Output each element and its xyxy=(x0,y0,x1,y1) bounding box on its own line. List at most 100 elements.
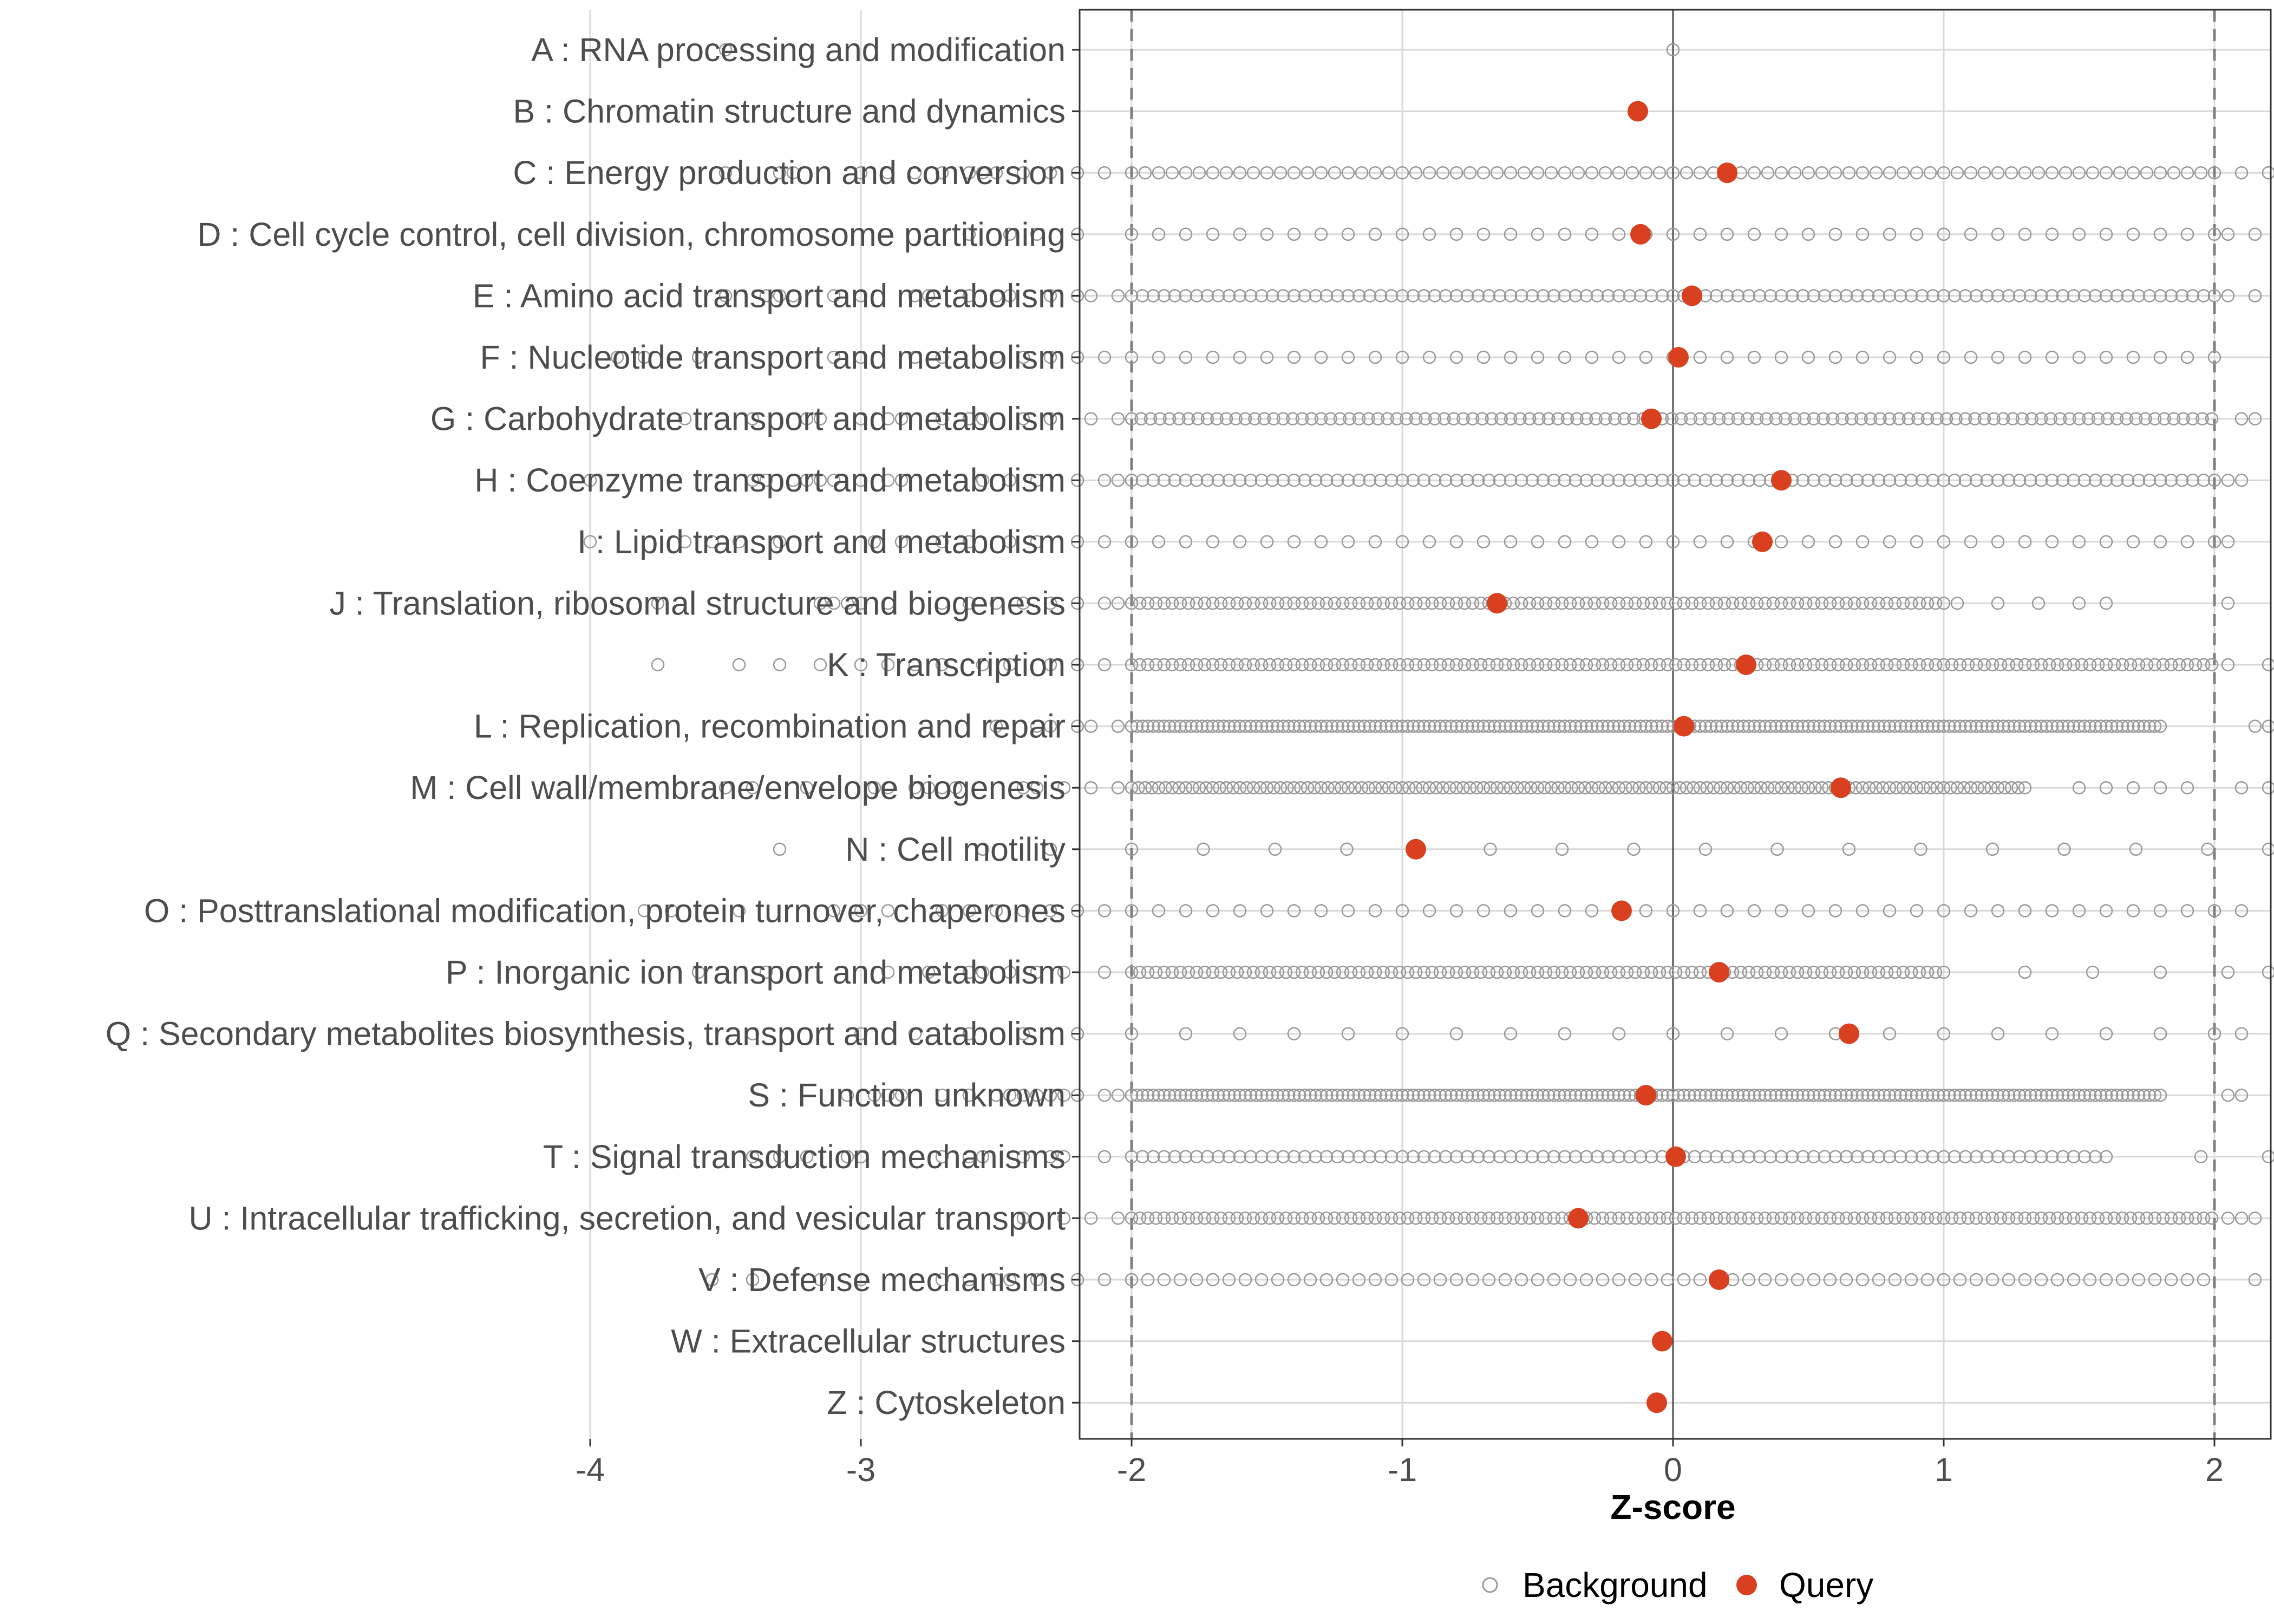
background-point xyxy=(1352,289,1366,303)
background-point xyxy=(800,1150,814,1164)
background-point xyxy=(1471,289,1485,303)
background-point xyxy=(1781,781,1795,795)
background-point xyxy=(1828,473,1842,487)
background-point xyxy=(1490,658,1504,672)
background-point xyxy=(1720,227,1734,241)
background-point xyxy=(1412,1088,1426,1102)
background-point xyxy=(1910,350,1924,364)
background-point xyxy=(1449,227,1463,241)
background-point xyxy=(1531,904,1545,918)
background-point xyxy=(1419,412,1432,425)
background-point xyxy=(1181,1212,1195,1225)
background-point xyxy=(2045,535,2059,549)
background-point xyxy=(1961,1212,1975,1225)
category-label: Z : Cytoskeleton xyxy=(827,1384,1066,1421)
background-point xyxy=(1791,658,1805,672)
x-tick-label: 1 xyxy=(1935,1451,1953,1488)
background-point xyxy=(1179,473,1193,487)
background-point xyxy=(2140,658,2154,672)
background-point xyxy=(1328,1212,1342,1225)
background-point xyxy=(1097,904,1112,918)
background-point xyxy=(1319,473,1334,487)
background-point xyxy=(1168,473,1182,487)
background-point xyxy=(1328,597,1342,610)
background-point xyxy=(1395,289,1409,303)
background-point xyxy=(1287,1088,1301,1102)
background-point xyxy=(1812,1088,1826,1102)
background-point xyxy=(1969,719,1983,733)
background-point xyxy=(1460,719,1474,733)
background-point xyxy=(1873,412,1887,425)
background-point xyxy=(1558,904,1572,918)
background-point xyxy=(1439,1088,1453,1102)
background-point xyxy=(2194,166,2208,180)
background-point xyxy=(1444,1088,1458,1102)
background-point xyxy=(1125,719,1139,733)
background-point xyxy=(1680,166,1694,180)
background-point xyxy=(1504,227,1518,241)
background-point xyxy=(1815,965,1829,979)
background-point xyxy=(2153,1027,2167,1040)
background-point xyxy=(1352,473,1366,487)
background-point xyxy=(1206,350,1220,364)
background-point xyxy=(1433,965,1447,979)
background-point xyxy=(935,1088,949,1102)
x-tick-label: 0 xyxy=(1664,1451,1682,1488)
background-point xyxy=(1206,227,1220,241)
background-point xyxy=(1541,1088,1556,1102)
background-point xyxy=(1652,166,1667,180)
background-point xyxy=(1111,719,1125,733)
background-point xyxy=(1466,597,1480,610)
background-point xyxy=(1222,1273,1236,1287)
background-point xyxy=(2044,412,2057,425)
background-point xyxy=(1428,719,1442,733)
background-point xyxy=(1347,719,1361,733)
background-point xyxy=(1661,658,1675,672)
query-point xyxy=(1646,1392,1667,1413)
background-point xyxy=(1254,1150,1269,1164)
background-point xyxy=(1125,904,1139,918)
background-point xyxy=(1190,719,1204,733)
background-point xyxy=(1458,658,1472,672)
background-point xyxy=(1949,412,1963,425)
background-point xyxy=(1625,781,1639,795)
background-point xyxy=(962,597,976,610)
background-point xyxy=(2018,658,2032,672)
background-point xyxy=(1861,473,1875,487)
background-point xyxy=(1401,965,1415,979)
background-point xyxy=(1831,1212,1845,1225)
background-point xyxy=(1406,1150,1420,1164)
legend-query-label: Query xyxy=(1779,1566,1873,1605)
background-point xyxy=(1425,658,1439,672)
background-point xyxy=(2121,289,2135,303)
background-point xyxy=(1627,842,1641,856)
background-point xyxy=(1179,166,1193,180)
background-point xyxy=(1684,412,1697,425)
background-point xyxy=(1636,965,1650,979)
background-point xyxy=(1558,166,1572,180)
background-point xyxy=(1920,1088,1935,1102)
background-point xyxy=(1953,658,1967,672)
background-point xyxy=(773,842,787,856)
background-point xyxy=(1920,965,1935,979)
background-point xyxy=(1774,597,1788,610)
background-point xyxy=(1514,1150,1528,1164)
background-point xyxy=(1341,781,1355,795)
background-point xyxy=(1671,1088,1685,1102)
background-point xyxy=(1097,1150,1112,1164)
background-point xyxy=(949,781,963,795)
background-point xyxy=(908,289,922,303)
background-point xyxy=(1422,1088,1436,1102)
background-point xyxy=(1395,227,1409,241)
background-point xyxy=(1726,597,1740,610)
category-label: E : Amino acid transport and metabolism xyxy=(473,277,1066,314)
background-point xyxy=(1831,965,1845,979)
background-point xyxy=(1801,227,1815,241)
background-point xyxy=(1200,473,1214,487)
background-point xyxy=(1547,658,1561,672)
background-point xyxy=(2248,227,2262,241)
background-point xyxy=(1286,412,1299,425)
background-point xyxy=(1070,1027,1084,1040)
background-point xyxy=(1977,781,1991,795)
